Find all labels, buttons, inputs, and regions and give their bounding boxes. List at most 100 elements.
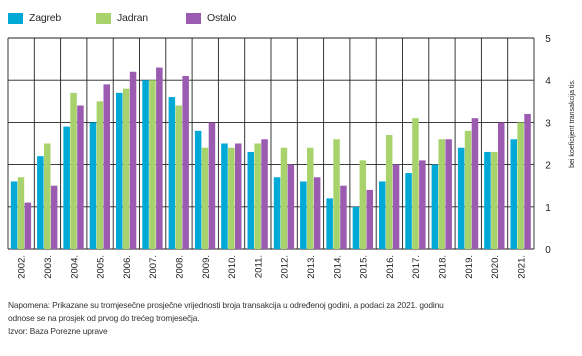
bar-ostalo [445,139,452,249]
legend-item-ostalo: Ostalo [186,10,236,26]
bar-zagreb [247,151,254,249]
bar-zagreb [194,130,202,249]
bar-jadran [122,88,130,249]
bar-ostalo [419,160,426,249]
x-tick-label: 2006. [122,255,133,279]
x-tick-label: 2004. [69,255,80,279]
bar-ostalo [261,139,268,249]
bar-zagreb [352,206,360,249]
y-tick-label: 5 [545,34,551,45]
x-tick-label: 2003. [43,255,54,279]
legend-swatch-jadran [96,12,111,24]
bar-ostalo [235,143,242,249]
footnote-source: Izvor: Baza Porezne uprave [8,326,108,336]
bar-zagreb [379,181,386,249]
legend-label-zagreb: Zagreb [29,12,62,24]
y-tick-label: 4 [545,76,551,87]
y-axis-label: bei koeficijent transakcija tis. [569,79,576,168]
bar-ostalo [182,75,189,249]
bar-zagreb [89,122,97,249]
footnote-line-2: odnose se na prosjek od prvog do trećeg … [8,313,200,323]
bar-jadran [254,143,261,249]
bar-jadran [359,160,367,249]
bar-jadran [438,139,445,249]
x-tick-label: 2014. [332,255,343,279]
legend-item-zagreb: Zagreb [8,10,61,26]
bar-ostalo [366,189,373,249]
x-tick-label: 2009. [201,255,212,279]
bar-ostalo [156,67,163,249]
bar-zagreb [37,156,44,249]
bar-jadran [464,130,472,249]
x-tick-label: 2016. [385,255,396,279]
x-tick-label: 2013. [306,255,317,279]
bar-ostalo [340,185,347,249]
legend-item-jadran: Jadran [96,10,148,26]
x-tick-label: 2007. [148,255,159,279]
bar-zagreb [116,92,123,249]
x-tick-label: 2005. [96,255,107,279]
bar-jadran [44,143,51,249]
legend-label-jadran: Jadran [117,12,148,24]
x-tick-label: 2008. [174,255,185,279]
bar-ostalo [24,202,32,249]
bar-jadran [412,118,419,250]
x-tick-label: 2011. [253,255,264,278]
legend-label-ostalo: Ostalo [207,12,237,24]
x-tick-label: 2019. [464,255,475,279]
y-tick-label: 3 [545,118,551,129]
bar-ostalo [287,164,295,249]
bar-zagreb [405,173,412,249]
bar-jadran [96,101,104,249]
x-tick-label: 2017. [411,255,422,279]
footnote: Napomena: Prikazane su tromjesečne prosj… [8,299,580,338]
bar-ostalo [50,185,58,249]
y-tick-label: 1 [545,203,551,214]
y-tick-label: 2 [545,161,551,172]
bar-ostalo [208,122,216,249]
bar-jadran [491,151,498,249]
y-tick-label: 0 [545,245,551,256]
bar-zagreb [63,126,70,249]
bar-ostalo [77,105,84,250]
bar-zagreb [484,151,491,249]
bar-zagreb [457,147,465,249]
bar-zagreb [300,181,307,249]
bar-jadran [70,92,77,249]
bar-ostalo [471,118,479,250]
footnote-line-1: Napomena: Prikazane su tromjesečne prosj… [8,300,444,310]
bar-ostalo [524,113,531,250]
bar-ostalo [129,71,137,249]
bar-zagreb [142,80,149,249]
bar-zagreb [273,177,281,249]
bar-chart: 0 1 2 3 4 5 2002. 2003. 2004. 2005. 2006. 2007. 2008… [7,34,576,279]
bar-jadran [17,177,25,249]
bar-ostalo [103,84,110,249]
bar-jadran [228,147,235,249]
x-tick-label: 2018. [437,255,448,279]
bar-jadran [175,105,182,250]
x-tick-label: 2012. [280,255,291,279]
x-tick-label: 2021. [516,255,527,279]
bar-ostalo [498,122,505,249]
x-tick-label: 2010. [227,255,238,279]
bar-jadran [385,135,393,249]
x-tick-label: 2015. [359,255,370,279]
legend-swatch-zagreb [8,12,23,24]
bar-zagreb [221,143,228,249]
bar-jadran [517,122,524,249]
bar-zagreb [168,97,176,249]
bar-jadran [201,147,209,249]
bar-zagreb [431,164,439,249]
bar-zagreb [326,198,333,249]
bar-ostalo [392,164,400,249]
bar-ostalo [313,177,321,249]
legend-swatch-ostalo [186,12,201,24]
bar-jadran [280,147,288,249]
x-tick-label: 2002. [17,255,28,279]
bar-zagreb [510,139,517,249]
bar-jadran [333,139,340,249]
bar-zagreb [10,181,18,249]
x-tick-label: 2020. [490,255,501,279]
bar-jadran [149,80,156,249]
